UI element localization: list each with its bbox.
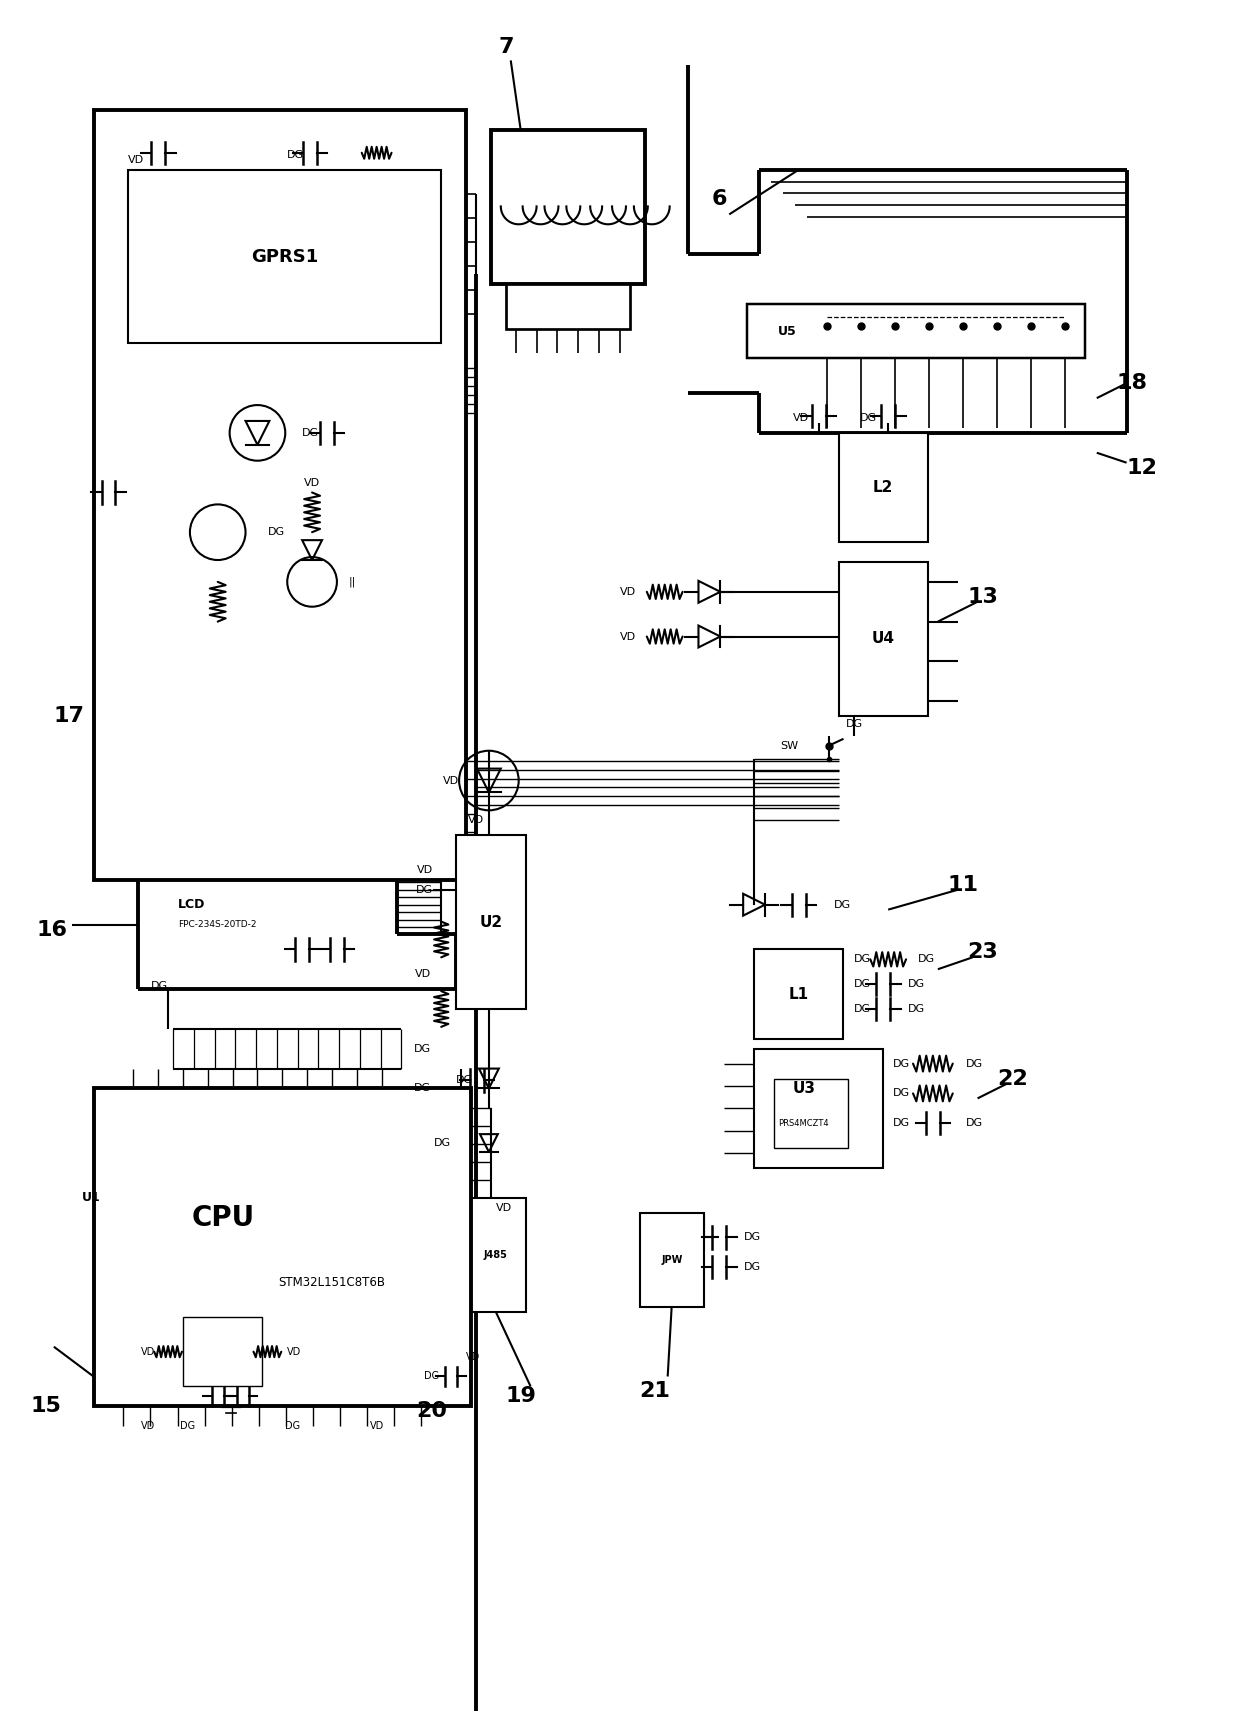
Text: 21: 21: [640, 1382, 670, 1401]
Text: VD: VD: [792, 414, 808, 422]
Text: ||: ||: [348, 577, 356, 587]
Text: DG: DG: [893, 1089, 910, 1099]
Text: 23: 23: [967, 943, 998, 962]
Bar: [754, 950, 843, 1039]
Text: 11: 11: [947, 876, 978, 895]
Text: VD: VD: [415, 968, 432, 979]
Text: DG: DG: [180, 1422, 196, 1432]
Text: SW: SW: [780, 740, 797, 750]
Text: VD: VD: [141, 1346, 155, 1356]
Text: DG: DG: [853, 979, 870, 989]
Text: DG: DG: [853, 1004, 870, 1015]
Bar: [93, 110, 466, 879]
Text: 15: 15: [31, 1396, 61, 1417]
Text: DG: DG: [966, 1059, 983, 1068]
Text: VD: VD: [417, 865, 433, 876]
Text: VD: VD: [443, 776, 459, 786]
Text: DG: DG: [456, 1075, 474, 1085]
Text: VD: VD: [288, 1346, 301, 1356]
Bar: [774, 1078, 848, 1149]
Text: DG: DG: [893, 1059, 910, 1068]
Text: DG: DG: [303, 428, 319, 438]
Text: U3: U3: [792, 1082, 815, 1095]
Text: DG: DG: [288, 149, 304, 160]
Text: VD: VD: [467, 816, 484, 826]
Text: VD: VD: [304, 477, 320, 488]
Bar: [838, 561, 928, 716]
Text: JPW: JPW: [661, 1255, 683, 1265]
Text: DG: DG: [846, 719, 863, 730]
Text: L2: L2: [873, 481, 893, 494]
Text: PRS4MCZT4: PRS4MCZT4: [779, 1119, 830, 1128]
Text: GPRS1: GPRS1: [252, 247, 319, 266]
Text: VD: VD: [620, 587, 636, 598]
Text: STM32L151C8T6B: STM32L151C8T6B: [279, 1276, 386, 1289]
Text: L1: L1: [789, 987, 808, 1001]
Text: DG: DG: [414, 1044, 432, 1054]
Text: DG: DG: [414, 1083, 432, 1094]
Text: DG: DG: [151, 980, 169, 991]
Bar: [491, 130, 645, 283]
Text: DG: DG: [268, 527, 284, 537]
Text: 13: 13: [967, 587, 998, 606]
Text: VD: VD: [370, 1422, 383, 1432]
Text: U4: U4: [872, 632, 895, 647]
Text: 7: 7: [498, 38, 513, 57]
Text: 16: 16: [36, 920, 67, 939]
Text: 19: 19: [505, 1386, 536, 1406]
Bar: [456, 834, 526, 1010]
Bar: [93, 1089, 471, 1406]
Bar: [466, 1198, 526, 1312]
Text: DG: DG: [417, 884, 433, 895]
Text: DG: DG: [893, 1118, 910, 1128]
Text: VD: VD: [620, 632, 636, 642]
Bar: [128, 170, 441, 343]
Bar: [506, 283, 630, 328]
Bar: [754, 1049, 883, 1168]
Text: VD: VD: [128, 155, 144, 165]
Text: DG: DG: [853, 955, 870, 965]
Text: DG: DG: [908, 979, 925, 989]
Text: U2: U2: [480, 915, 502, 929]
Text: 18: 18: [1116, 373, 1147, 393]
Text: 20: 20: [415, 1401, 446, 1422]
Text: DG: DG: [859, 414, 877, 422]
Text: DG: DG: [918, 955, 935, 965]
Text: DG: DG: [434, 1138, 451, 1149]
Text: CPU: CPU: [191, 1204, 254, 1231]
Bar: [748, 304, 1085, 359]
Text: LCD: LCD: [179, 898, 206, 912]
Text: DG: DG: [285, 1422, 300, 1432]
Text: DG: DG: [966, 1118, 983, 1128]
Text: U1: U1: [82, 1192, 100, 1204]
Text: DG: DG: [833, 900, 851, 910]
Text: 12: 12: [1126, 458, 1157, 477]
Text: VD: VD: [141, 1422, 155, 1432]
Text: 17: 17: [53, 706, 84, 726]
Text: 22: 22: [997, 1068, 1028, 1089]
Text: VD: VD: [466, 1351, 480, 1362]
Text: DG: DG: [744, 1262, 761, 1272]
Text: J485: J485: [484, 1250, 507, 1260]
Text: DG: DG: [908, 1004, 925, 1015]
Text: U5: U5: [777, 325, 796, 338]
Text: DG: DG: [424, 1372, 439, 1382]
Text: 6: 6: [712, 189, 727, 209]
Text: FPC-234S-20TD-2: FPC-234S-20TD-2: [179, 920, 257, 929]
Text: DG: DG: [744, 1233, 761, 1243]
Bar: [838, 433, 928, 543]
Bar: [184, 1317, 263, 1386]
Bar: [640, 1212, 704, 1307]
Text: VD: VD: [496, 1202, 512, 1212]
